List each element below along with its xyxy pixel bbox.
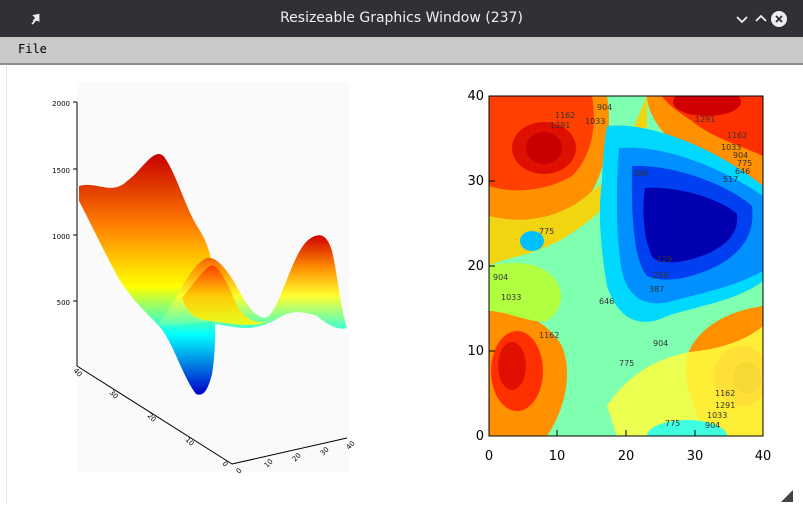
contour-label: 904 xyxy=(653,339,668,348)
y-tick: 20 xyxy=(146,412,158,424)
contour-label: 129 xyxy=(657,255,672,264)
y-tick-label: 30 xyxy=(467,174,484,189)
contour-label: 1162 xyxy=(727,131,747,140)
contour-label: 646 xyxy=(599,297,614,306)
title-bar: Resizeable Graphics Window (237) xyxy=(0,0,803,37)
contour-label: 1162 xyxy=(715,389,735,398)
y-tick: 10 xyxy=(184,436,196,448)
contour-label: 646 xyxy=(735,167,750,176)
z-tick: 2000 xyxy=(52,100,70,108)
z-tick: 1500 xyxy=(52,167,70,175)
x-tick-label: 10 xyxy=(549,449,566,464)
menu-file[interactable]: File xyxy=(18,42,47,56)
contour-label: 904 xyxy=(705,421,720,430)
contour-label: 1291 xyxy=(695,115,715,124)
x-tick: 0 xyxy=(235,467,244,476)
minimize-button[interactable] xyxy=(733,10,751,28)
x-tick-label: 0 xyxy=(485,449,493,464)
x-tick: 10 xyxy=(263,457,275,469)
contour-label: 258 xyxy=(653,271,668,280)
y-tick-label: 40 xyxy=(467,89,484,104)
contour-label: 1033 xyxy=(501,293,521,302)
contour-label: 1033 xyxy=(585,117,605,126)
contour-label: 775 xyxy=(539,227,554,236)
surface-plot: 2000 1500 1000 500 40 30 20 10 0 0 10 20… xyxy=(52,82,357,475)
contour-label: 775 xyxy=(665,419,680,428)
x-tick-label: 40 xyxy=(755,449,772,464)
y-tick-label: 0 xyxy=(476,429,484,444)
contour-label: 1291 xyxy=(550,121,570,130)
contour-label: 1291 xyxy=(715,401,735,410)
contour-label: 1162 xyxy=(555,111,575,120)
x-tick: 40 xyxy=(345,439,357,451)
contour-label: 775 xyxy=(737,159,752,168)
menu-bar: File xyxy=(0,37,803,65)
pin-icon[interactable] xyxy=(30,10,46,26)
x-tick: 20 xyxy=(291,451,303,463)
graphics-canvas[interactable]: 2000 1500 1000 500 40 30 20 10 0 0 10 20… xyxy=(6,66,795,504)
close-button[interactable] xyxy=(770,10,788,28)
contour-label: 775 xyxy=(619,359,634,368)
y-tick: 0 xyxy=(221,460,230,469)
x-tick-label: 30 xyxy=(687,449,704,464)
maximize-button[interactable] xyxy=(752,10,770,28)
resize-grip-icon[interactable] xyxy=(781,490,793,502)
y-tick: 40 xyxy=(72,367,84,379)
graphics-svg: 2000 1500 1000 500 40 30 20 10 0 0 10 20… xyxy=(52,82,772,475)
contour-label: 1033 xyxy=(721,143,741,152)
x-tick-label: 20 xyxy=(618,449,635,464)
y-tick: 30 xyxy=(108,389,120,401)
x-tick: 30 xyxy=(319,445,331,457)
contour-label: 1162 xyxy=(539,331,559,340)
contour-label: 387 xyxy=(649,285,664,294)
contour-label: 1033 xyxy=(707,411,727,420)
y-tick-label: 20 xyxy=(467,259,484,274)
contour-label: 517 xyxy=(723,175,738,184)
contour-label: 904 xyxy=(493,273,508,282)
z-tick: 1000 xyxy=(52,233,70,241)
contour-label: 904 xyxy=(597,103,612,112)
window-title: Resizeable Graphics Window (237) xyxy=(280,10,523,26)
y-tick-label: 10 xyxy=(467,344,484,359)
contour-label: 904 xyxy=(733,151,748,160)
contour-plot: 1162 1291 904 1033 1291 1162 1033 904 77… xyxy=(467,89,772,464)
z-tick: 500 xyxy=(57,299,70,307)
contour-label: 388 xyxy=(633,169,648,178)
